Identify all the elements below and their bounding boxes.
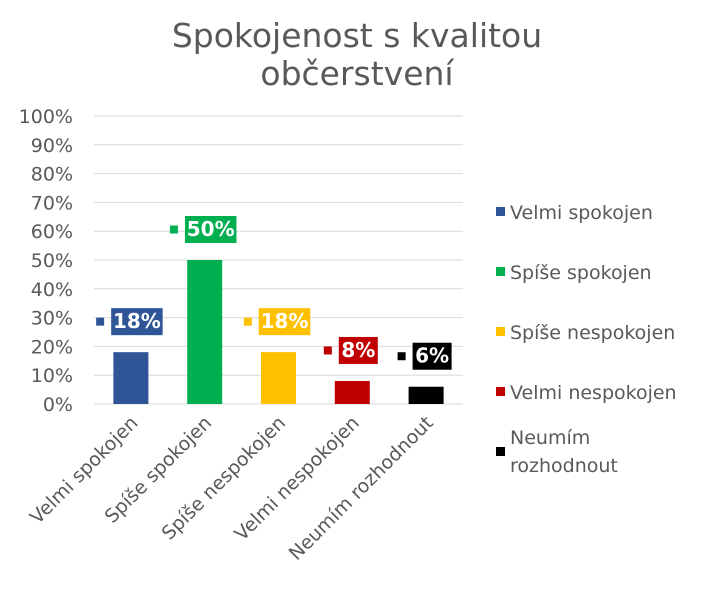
data-label: 18%	[113, 309, 161, 333]
data-label: 18%	[261, 309, 309, 333]
y-tick-label: 90%	[31, 135, 73, 157]
data-labels: 18% 50% 18% 8% 6%	[96, 216, 452, 370]
y-tick-label: 80%	[31, 164, 73, 186]
legend-swatch	[496, 387, 505, 396]
legend: Velmi spokojen Spíše spokojen Spíše nespok…	[496, 202, 677, 477]
legend-label: rozhodnout	[510, 455, 618, 477]
y-tick-label: 60%	[31, 221, 73, 243]
y-tick-label: 10%	[31, 365, 73, 387]
data-label-key	[397, 352, 406, 361]
data-label-box	[258, 308, 311, 336]
chart-title-line-2: občerstvení	[260, 54, 455, 93]
x-tick-label: Spíše nespokojen	[158, 412, 290, 544]
data-label-key	[323, 346, 332, 355]
data-label-box	[111, 308, 163, 336]
legend-label: Spíše nespokojen	[510, 322, 675, 344]
legend-swatch	[496, 447, 505, 456]
y-tick-label: 100%	[19, 106, 73, 128]
bars	[113, 260, 444, 404]
bar	[408, 386, 444, 404]
y-tick-label: 40%	[31, 279, 73, 301]
x-tick-label: Velmi nespokojen	[230, 412, 363, 545]
data-label: 6%	[415, 344, 449, 368]
data-label-box	[412, 342, 452, 370]
bar	[187, 260, 223, 404]
chart-title-line-1: Spokojenost s kvalitou	[172, 16, 542, 55]
data-label-box	[184, 216, 237, 243]
data-label: 8%	[341, 338, 375, 362]
legend-swatch	[496, 207, 505, 216]
legend-label: Neumím	[510, 427, 590, 449]
bar	[334, 380, 370, 404]
bar	[261, 352, 296, 404]
y-tick-label: 20%	[31, 336, 73, 358]
data-label-key	[96, 317, 105, 326]
legend-label: Velmi nespokojen	[510, 382, 677, 404]
bar	[113, 352, 149, 404]
x-tick-label: Neumím rozhodnout	[285, 412, 438, 565]
y-tick-label: 30%	[31, 308, 73, 330]
data-label-key	[243, 317, 252, 326]
y-tick-label: 0%	[43, 394, 73, 416]
y-tick-label: 70%	[31, 192, 73, 214]
legend-swatch	[496, 267, 505, 276]
legend-label: Velmi spokojen	[510, 202, 653, 224]
data-label-box	[338, 336, 378, 364]
y-axis: 0% 10% 20% 30% 40% 50% 60% 70% 80% 90% 100%	[19, 106, 73, 416]
legend-label: Spíše spokojen	[510, 262, 652, 284]
data-label: 50%	[187, 217, 235, 241]
y-tick-label: 50%	[31, 250, 73, 272]
legend-swatch	[496, 327, 505, 336]
data-label-key	[169, 225, 178, 234]
